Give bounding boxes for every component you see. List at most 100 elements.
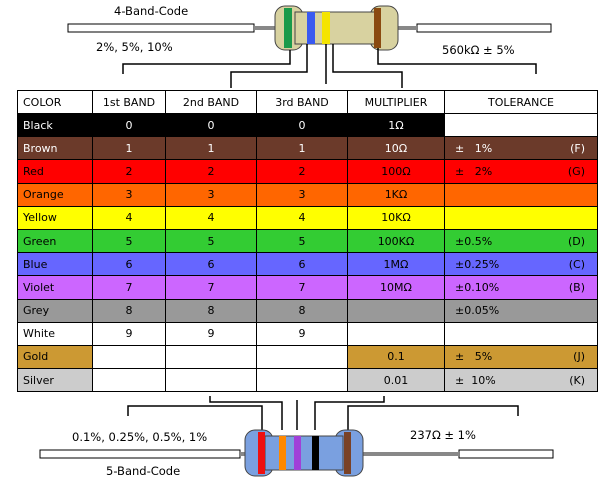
band1-cell: 1 [92,136,166,161]
multiplier-cell: 0.1 [347,344,445,370]
band3-cell: 5 [256,228,348,254]
tolerance-cell: ±0.5% (D) [444,228,598,254]
band3-cell: 1 [256,136,348,161]
tolerance-letter-code: (B) [568,280,585,294]
band1-cell: 5 [92,228,166,254]
tolerance-cell: ±0.25% (C) [444,252,598,277]
tolerance-value: ±0.25% (C) [446,257,597,271]
band1-cell: 0 [92,112,166,138]
table-row: Yellow 4 4 4 10KΩ [17,205,598,230]
tolerance-value: ± 2% (G) [446,165,597,178]
header-multiplier: MULTIPLIER [347,90,445,114]
header-tolerance: TOLERANCE [444,90,598,114]
table-header-row: COLOR 1st BAND 2nd BAND 3rd BAND MULTIPL… [17,90,598,114]
header-color: COLOR [17,90,93,114]
tolerance-percent: ± 5% [455,350,493,364]
band2-cell: 5 [165,228,257,254]
band1-cell: 9 [92,321,166,346]
multiplier-cell: 10MΩ [347,275,445,300]
color-name-cell: Yellow [17,205,93,230]
band2-cell: 1 [165,136,257,161]
band2-cell: 2 [165,159,257,184]
tolerance-letter-code: (K) [569,373,585,387]
tolerance-value: ± 10% (K) [446,373,597,387]
bottom-band-3 [294,436,301,470]
top-title: 4-Band-Code [114,4,189,18]
band1-cell: 8 [92,298,166,323]
band1-cell [92,368,166,393]
band3-cell: 4 [256,205,348,230]
table-row: Grey 8 8 8 ±0.05% [17,298,598,323]
top-right-caption: 560kΩ ± 5% [442,43,515,57]
multiplier-cell [347,298,445,323]
tolerance-letter-code: (F) [570,141,585,155]
band2-cell: 7 [165,275,257,300]
tolerance-letter-code: (J) [573,350,585,364]
band3-cell: 2 [256,159,348,184]
tolerance-letter-code: (D) [567,234,585,248]
top-connectors [122,44,537,88]
band3-cell: 3 [256,182,348,207]
color-name-cell: Blue [17,252,93,277]
tolerance-cell [444,112,598,138]
tolerance-cell: ± 10% (K) [444,368,598,393]
band1-cell: 2 [92,159,166,184]
table-row: Silver 0.01 ± 10% (K) [17,368,598,393]
tolerance-cell: ±0.05% [444,298,598,323]
table-body: COLOR 1st BAND 2nd BAND 3rd BAND MULTIPL… [17,90,598,393]
color-name-cell: Green [17,228,93,254]
band3-cell: 9 [256,321,348,346]
band1-cell [92,344,166,370]
bottom-band-4 [312,436,319,470]
color-name-cell: Gold [17,344,93,370]
bottom-left-caption: 0.1%, 0.25%, 0.5%, 1% [72,430,208,444]
band2-cell: 9 [165,321,257,346]
band2-cell [165,368,257,393]
table-row: Violet 7 7 7 10MΩ ±0.10% (B) [17,275,598,300]
tolerance-letter-code: (C) [568,257,585,271]
multiplier-cell: 1KΩ [347,182,445,207]
top-left-caption: 2%, 5%, 10% [96,40,173,54]
tolerance-cell [444,321,598,346]
multiplier-cell: 100Ω [347,159,445,184]
tolerance-value: ±0.10% (B) [446,280,597,294]
bottom-band-5 [344,432,351,474]
color-name-cell: Silver [17,368,93,393]
band3-cell [256,344,348,370]
band3-cell: 7 [256,275,348,300]
band3-cell: 0 [256,112,348,138]
resistor-color-table: COLOR 1st BAND 2nd BAND 3rd BAND MULTIPL… [17,90,598,393]
header-1st-band: 1st BAND [92,90,166,114]
tolerance-cell: ± 2% (G) [444,159,598,184]
top-band-4 [374,8,381,48]
table-row: Orange 3 3 3 1KΩ [17,182,598,207]
band3-cell: 8 [256,298,348,323]
table-row: Blue 6 6 6 1MΩ ±0.25% (C) [17,252,598,277]
top-resistor-4-band [274,5,399,51]
multiplier-cell: 100KΩ [347,228,445,254]
tolerance-cell: ± 1% (F) [444,136,598,161]
band2-cell: 3 [165,182,257,207]
bottom-right-caption: 237Ω ± 1% [410,428,476,442]
bottom-band-2 [279,436,286,470]
table-row: Gold 0.1 ± 5% (J) [17,344,598,370]
bottom-right-lead-bar [458,449,554,459]
color-name-cell: Red [17,159,93,184]
tolerance-percent: ±0.25% [455,257,500,271]
band3-cell: 6 [256,252,348,277]
band1-cell: 4 [92,205,166,230]
multiplier-cell: 1MΩ [347,252,445,277]
band2-cell: 0 [165,112,257,138]
multiplier-cell: 1Ω [347,112,445,138]
tolerance-value: ± 1% (F) [446,141,597,155]
tolerance-cell: ± 5% (J) [444,344,598,370]
tolerance-value: ±0.5% (D) [446,234,597,248]
multiplier-cell: 0.01 [347,368,445,393]
tolerance-percent: ±0.05% [455,304,500,318]
band1-cell: 7 [92,275,166,300]
band3-cell [256,368,348,393]
top-band-1 [284,8,292,48]
table-row: Green 5 5 5 100KΩ ±0.5% (D) [17,228,598,254]
top-left-lead-bar [67,23,255,33]
color-name-cell: Black [17,112,93,138]
